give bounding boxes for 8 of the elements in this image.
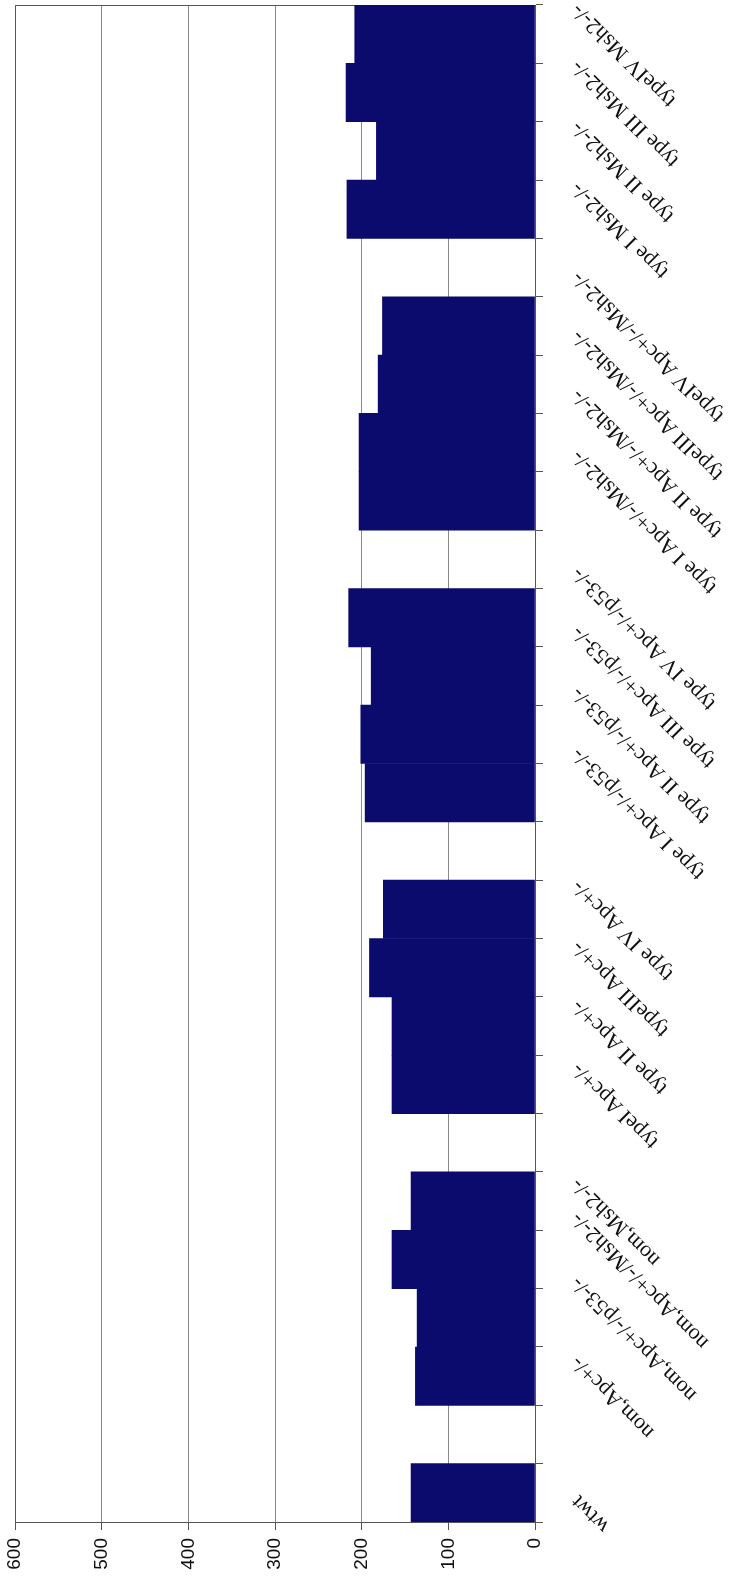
x-tick-label: 200 xyxy=(349,1538,371,1570)
bar xyxy=(410,1463,535,1522)
x-tick-label: 100 xyxy=(436,1538,458,1570)
x-tick-label: 500 xyxy=(89,1538,111,1570)
x-tick-label: 400 xyxy=(176,1538,198,1570)
x-tick-label: 0 xyxy=(523,1538,545,1549)
x-tick-label: 600 xyxy=(3,1538,25,1570)
x-tick-label: 300 xyxy=(263,1538,285,1570)
